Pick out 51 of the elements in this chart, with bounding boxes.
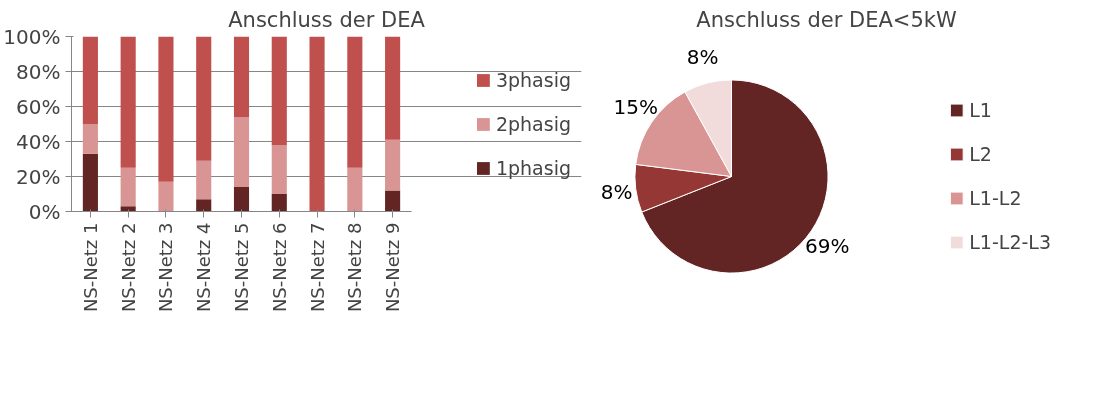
chart-title: Anschluss der DEA<5kW [696, 7, 957, 32]
bar [347, 36, 363, 168]
bar [120, 36, 136, 168]
bar [233, 187, 250, 212]
y-tick-label: 0% [28, 199, 61, 224]
bar [233, 36, 250, 117]
x-tick-label: NS-Netz 5 [231, 222, 252, 313]
legend-label: L1-L2-L3 [969, 231, 1051, 253]
bar [196, 160, 212, 200]
bar [196, 36, 212, 161]
legend-label: 3phasig [495, 68, 571, 91]
bar [385, 36, 401, 140]
x-tick-label: NS-Netz 7 [306, 222, 328, 313]
bar [385, 139, 401, 191]
bar [309, 36, 325, 212]
y-tick-label: 100% [3, 24, 61, 49]
legend-label: L2 [969, 143, 992, 165]
bar [82, 36, 98, 124]
legend-label: 1phasig [495, 156, 571, 179]
bar [120, 206, 136, 212]
y-tick-label: 20% [16, 164, 61, 189]
data-label: 8% [600, 180, 633, 205]
legend-label: L1-L2 [969, 187, 1022, 209]
bar [196, 199, 212, 212]
bar [271, 36, 287, 145]
legend-label: L1 [969, 99, 992, 121]
chart-title: Anschluss der DEA [228, 7, 426, 32]
bar [158, 36, 174, 182]
x-tick-label: NS-Netz 1 [79, 222, 101, 313]
bar [233, 117, 250, 187]
x-tick-label: NS-Netz 6 [268, 222, 290, 313]
bar [120, 167, 136, 207]
bar [385, 190, 401, 212]
x-tick-label: NS-Netz 8 [344, 222, 366, 313]
x-tick-label: NS-Netz 4 [193, 222, 215, 313]
x-tick-label: NS-Netz 3 [155, 222, 177, 313]
data-label: 8% [686, 44, 719, 69]
legend-label: 2phasig [495, 112, 571, 135]
bar [158, 181, 174, 212]
y-tick-label: 60% [16, 94, 61, 119]
x-tick-label: NS-Netz 2 [117, 222, 139, 313]
y-tick-label: 80% [16, 59, 61, 84]
bar [271, 194, 287, 212]
y-tick-label: 40% [16, 129, 61, 154]
bar [82, 153, 98, 212]
data-label: 69% [805, 234, 850, 259]
bar [347, 167, 363, 212]
bar [271, 145, 287, 194]
x-tick-label: NS-Netz 9 [382, 222, 404, 313]
bar [82, 124, 98, 154]
data-label: 15% [613, 94, 658, 119]
